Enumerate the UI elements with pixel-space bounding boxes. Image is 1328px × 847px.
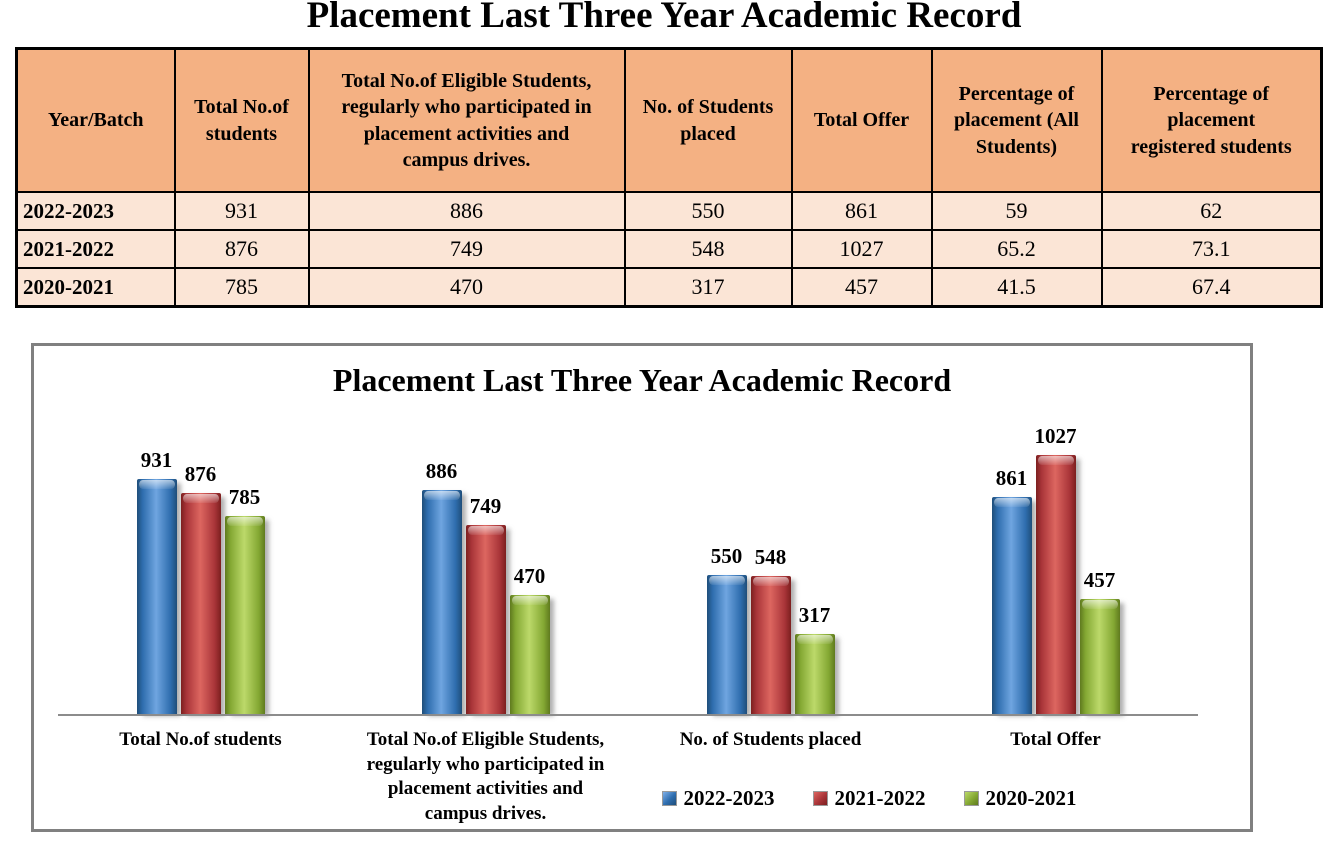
bar-chart: Placement Last Three Year Academic Recor… (31, 343, 1253, 832)
column-header: Total Offer (790, 47, 933, 193)
bar-value-label: 548 (754, 545, 787, 569)
table-body: 2022-2023 931 886 550 861 59 62 2021-2022 876 749… (15, 191, 1323, 308)
bar-2020-2021: 457 (1079, 568, 1120, 714)
value-cell: 550 (623, 191, 793, 231)
placement-table: Year/Batch Total No.of students Total No.o… (15, 47, 1323, 308)
table-row: 2021-2022 876 749 548 1027 65.2 73.1 (15, 229, 1323, 269)
chart-legend: 2022-2023 2021-2022 2020-2021 (634, 786, 1104, 811)
value-cell: 876 (173, 229, 310, 269)
bar-value-label: 317 (798, 603, 831, 627)
category-label: Total No.of students (58, 728, 343, 827)
category-label-text: No. of Students placed (679, 729, 862, 750)
legend-marker-icon (661, 791, 677, 806)
bar-group: 886 749 470 (343, 346, 628, 714)
bar-value-label: 457 (1083, 568, 1116, 592)
value-cell: 67.4 (1100, 267, 1323, 308)
year-cell: 2020-2021 (15, 267, 176, 308)
bar-value-label: 550 (710, 544, 743, 568)
bar-value-label: 861 (995, 466, 1028, 490)
legend-label: 2021-2022 (834, 786, 926, 810)
column-header: Percentage of placement (All Students) (930, 47, 1103, 193)
bar-value-label: 470 (513, 564, 546, 588)
legend-marker-icon (963, 791, 979, 806)
category-label: No. of Students placed (628, 728, 913, 827)
column-header: No. of Students placed (623, 47, 793, 193)
legend-marker-icon (812, 791, 828, 806)
category-label-text: Total No.of Eligible Students, regularly… (366, 729, 605, 825)
column-header: Total No.of Eligible Students, regularly… (307, 47, 626, 193)
value-cell: 1027 (790, 229, 933, 269)
value-cell: 749 (307, 229, 626, 269)
legend-label: 2022-2023 (683, 786, 775, 810)
value-cell: 470 (307, 267, 626, 308)
value-cell: 62 (1100, 191, 1323, 231)
column-header: Percentage of placement registered stude… (1100, 47, 1323, 193)
value-cell: 65.2 (930, 229, 1103, 269)
value-cell: 785 (173, 267, 310, 308)
bar-2022-2023: 886 (421, 459, 462, 714)
bar-2020-2021: 785 (224, 485, 265, 714)
legend-label: 2020-2021 (985, 786, 1077, 810)
category-label-text: Total No.of students (119, 729, 282, 750)
value-cell: 73.1 (1100, 229, 1323, 269)
x-axis-line (58, 714, 1198, 716)
bar-2021-2022: 548 (750, 545, 791, 714)
bar-2022-2023: 550 (706, 544, 747, 714)
value-cell: 548 (623, 229, 793, 269)
legend-item: 2022-2023 (661, 786, 775, 811)
category-label: Total Offer (913, 728, 1198, 827)
table-header-row: Year/Batch Total No.of students Total No.o… (15, 47, 1323, 193)
page-title: Placement Last Three Year Academic Recor… (306, 0, 1022, 36)
value-cell: 861 (790, 191, 933, 231)
category-label: Total No.of Eligible Students, regularly… (343, 728, 628, 827)
bar-group: 550 548 317 (628, 346, 913, 714)
bar-2021-2022: 1027 (1035, 424, 1077, 714)
bar-2020-2021: 317 (794, 603, 835, 714)
bar-value-label: 886 (425, 459, 458, 483)
year-cell: 2022-2023 (15, 191, 176, 231)
year-cell: 2021-2022 (15, 229, 176, 269)
table-header: Year/Batch Total No.of students Total No.o… (15, 47, 1323, 193)
bar-2022-2023: 931 (136, 448, 177, 714)
category-axis-labels: Total No.of students Total No.of Eligible… (58, 728, 1198, 827)
column-header: Total No.of students (173, 47, 310, 193)
plot-area: 931 876 785 886 749 470 550 548 317 861 1027 457 (58, 346, 1198, 714)
bar-value-label: 876 (184, 462, 217, 486)
bar-2021-2022: 876 (180, 462, 221, 714)
value-cell: 317 (623, 267, 793, 308)
bar-value-label: 1027 (1034, 424, 1077, 448)
bar-value-label: 931 (140, 448, 173, 472)
table-row: 2020-2021 785 470 317 457 41.5 67.4 (15, 267, 1323, 308)
value-cell: 457 (790, 267, 933, 308)
legend-item: 2020-2021 (963, 786, 1077, 811)
table-row: 2022-2023 931 886 550 861 59 62 (15, 191, 1323, 231)
value-cell: 59 (930, 191, 1103, 231)
bar-value-label: 785 (228, 485, 261, 509)
value-cell: 886 (307, 191, 626, 231)
bar-2020-2021: 470 (509, 564, 550, 714)
bar-2021-2022: 749 (465, 494, 506, 714)
legend-item: 2021-2022 (812, 786, 926, 811)
bar-group: 861 1027 457 (913, 346, 1198, 714)
chart-title: Placement Last Three Year Academic Recor… (332, 362, 952, 398)
value-cell: 931 (173, 191, 310, 231)
value-cell: 41.5 (930, 267, 1103, 308)
bar-group: 931 876 785 (58, 346, 343, 714)
category-label-text: Total Offer (1010, 729, 1101, 750)
bar-value-label: 749 (469, 494, 502, 518)
bar-2022-2023: 861 (991, 466, 1032, 714)
column-header: Year/Batch (15, 47, 176, 193)
